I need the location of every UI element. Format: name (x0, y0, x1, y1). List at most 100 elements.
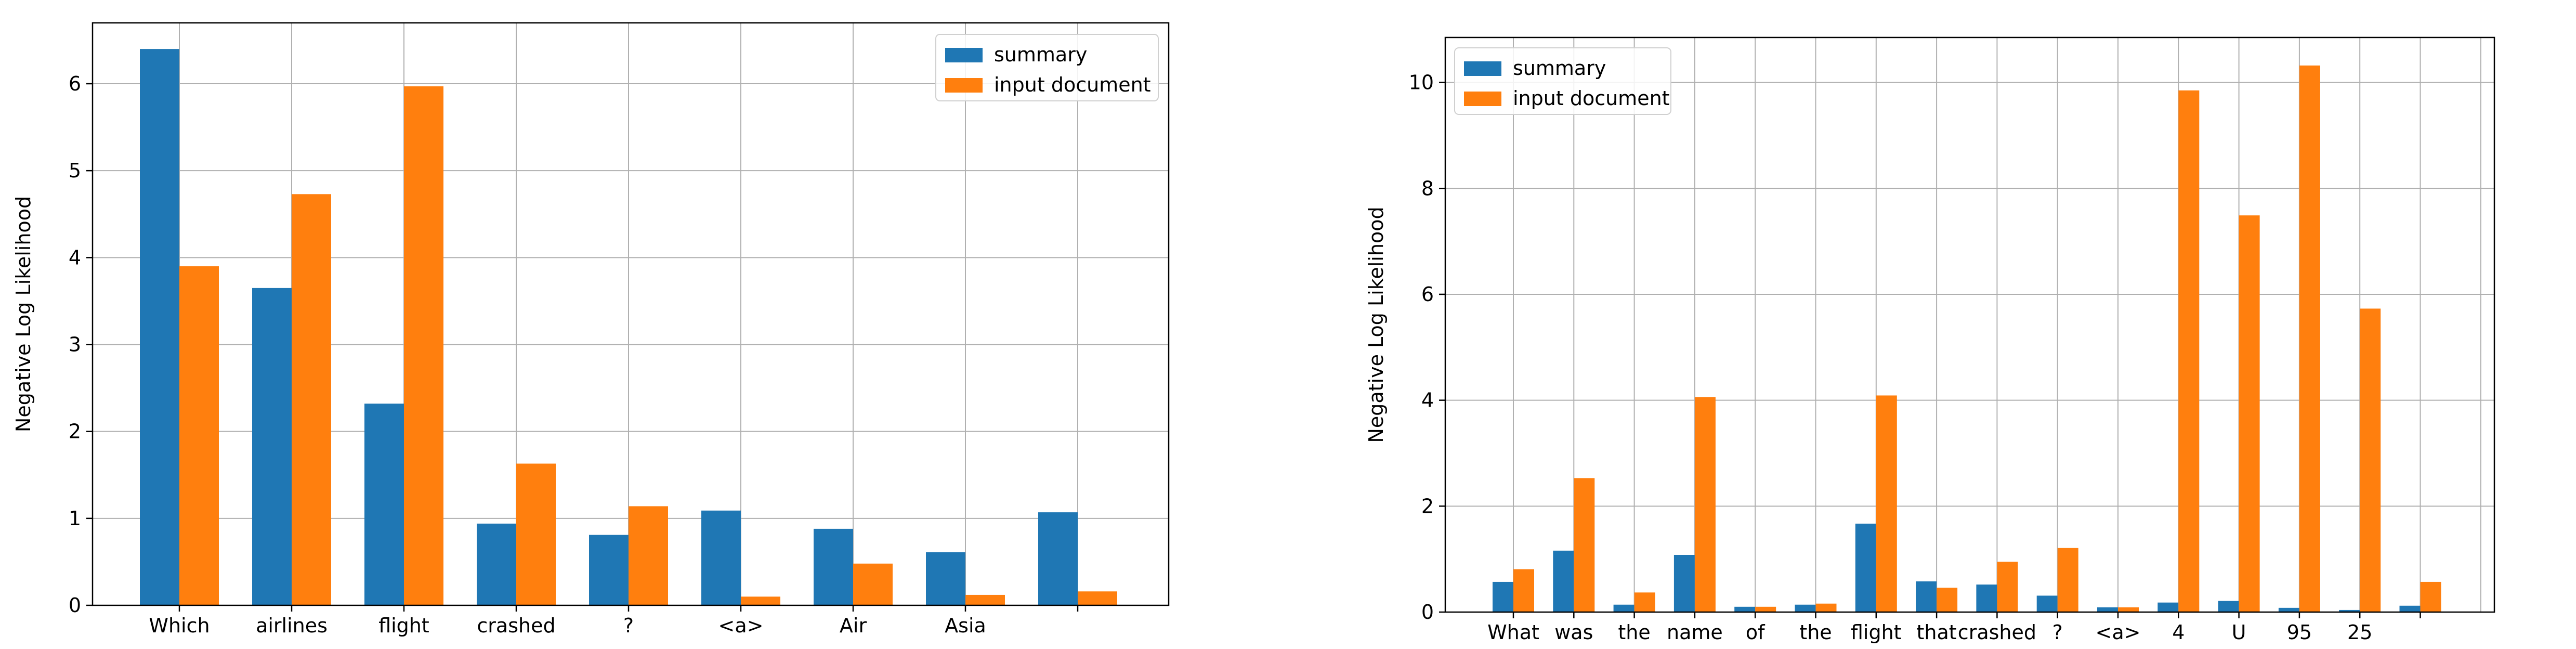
bar-summary (1493, 581, 1513, 612)
bar-input-document (741, 596, 780, 605)
bar-summary (477, 523, 516, 605)
bar-summary (926, 552, 965, 605)
bar-input-document (2420, 581, 2441, 612)
x-tick-label: Air (840, 614, 867, 637)
bar-input-document (2299, 65, 2320, 613)
bar-input-document (1997, 562, 2018, 612)
bar-summary (140, 49, 179, 605)
legend-label-summary: summary (994, 43, 1087, 66)
bar-summary (2097, 607, 2118, 612)
y-axis-label: Negative Log Likelihood (1365, 206, 1388, 443)
legend-label-input-document: input document (994, 73, 1151, 96)
y-axis-label: Negative Log Likelihood (12, 196, 35, 432)
bar-input-document (1513, 569, 1534, 612)
bar-summary (364, 404, 404, 605)
bar-summary (1038, 512, 1078, 605)
bar-summary (814, 528, 853, 605)
legend-label-summary: summary (1513, 57, 1606, 80)
bar-summary (1553, 550, 1574, 612)
bar-input-document (1937, 588, 1958, 612)
bar-input-document (2057, 548, 2078, 612)
bar-summary (2278, 607, 2299, 612)
legend-swatch-input-document (945, 78, 983, 93)
bar-input-document (516, 463, 556, 605)
x-tick-label: 25 (2347, 621, 2372, 644)
x-tick-label: airlines (256, 614, 328, 637)
legend-swatch-summary (1464, 61, 1501, 76)
x-tick-label: ? (623, 614, 634, 637)
y-tick-label: 4 (69, 246, 81, 269)
y-tick-label: 8 (1421, 177, 1434, 200)
legend-label-input-document: input document (1513, 87, 1670, 110)
bar-input-document (2239, 215, 2260, 612)
y-tick-label: 5 (69, 159, 81, 182)
x-tick-label: of (1746, 621, 1766, 644)
x-tick-label: ? (2052, 621, 2063, 644)
x-tick-label: 4 (2172, 621, 2185, 644)
bar-input-document (2360, 308, 2381, 612)
bar-input-document (1755, 606, 1776, 612)
y-tick-label: 0 (1421, 601, 1434, 624)
y-tick-label: 3 (69, 333, 81, 356)
bar-input-document (179, 266, 219, 605)
bar-summary (1734, 606, 1756, 612)
bar-input-document (629, 506, 668, 605)
bar-summary (2339, 609, 2360, 612)
bar-summary (1976, 585, 1997, 612)
y-tick-label: 1 (69, 507, 81, 530)
x-tick-label: crashed (1958, 621, 2036, 644)
bar-input-document (965, 594, 1005, 605)
bar-input-document (2118, 607, 2139, 612)
x-tick-label: Asia (945, 614, 986, 637)
bar-input-document (1574, 478, 1595, 612)
legend-swatch-summary (945, 48, 983, 62)
bar-input-document (292, 194, 331, 605)
x-tick-label: U (2232, 621, 2246, 644)
bar-summary (252, 288, 292, 605)
x-tick-label: What (1487, 621, 1539, 644)
x-tick-label: the (1799, 621, 1832, 644)
x-tick-label: was (1554, 621, 1593, 644)
bar-summary (1613, 604, 1634, 612)
y-tick-label: 10 (1409, 71, 1434, 94)
bar-input-document (2178, 90, 2200, 612)
legend-box (935, 34, 1159, 101)
y-tick-label: 6 (69, 72, 81, 95)
legend-box (1454, 47, 1671, 115)
axes-frame (1444, 36, 2495, 613)
x-tick-label: <a> (2096, 621, 2141, 644)
x-tick-label: name (1667, 621, 1723, 644)
x-tick-label: the (1618, 621, 1650, 644)
bar-summary (2036, 595, 2058, 612)
bar-summary (1673, 555, 1695, 612)
bar-summary (589, 535, 629, 605)
bar-input-document (1634, 592, 1655, 612)
bar-input-document (1876, 395, 1897, 612)
x-tick-label: crashed (477, 614, 555, 637)
bar-summary (701, 510, 741, 605)
bar-input-document (404, 86, 443, 605)
bar-summary (2157, 602, 2179, 612)
x-tick-label: 95 (2287, 621, 2312, 644)
bar-input-document (1078, 591, 1117, 605)
bar-summary (2218, 601, 2239, 612)
bar-summary (2399, 605, 2421, 612)
legend-swatch-input-document (1464, 92, 1501, 106)
chart-left: 0 1 2 3 4 5 6 Which airlines flight crashed? <a> Air… (12, 22, 1170, 637)
y-tick-label: 2 (69, 420, 81, 443)
y-tick-label: 0 (69, 594, 81, 617)
bar-summary (1916, 581, 1937, 612)
x-tick-label: that (1917, 621, 1957, 644)
x-tick-label: flight (378, 614, 429, 637)
y-tick-label: 2 (1421, 495, 1434, 517)
x-tick-label: flight (1851, 621, 1902, 644)
x-tick-label: Which (149, 614, 210, 637)
bar-summary (1795, 604, 1816, 612)
y-tick-label: 4 (1421, 389, 1434, 412)
x-tick-label: <a> (718, 614, 764, 637)
bar-input-document (1694, 397, 1716, 612)
axes-frame (91, 22, 1170, 606)
bar-input-document (1815, 603, 1837, 612)
